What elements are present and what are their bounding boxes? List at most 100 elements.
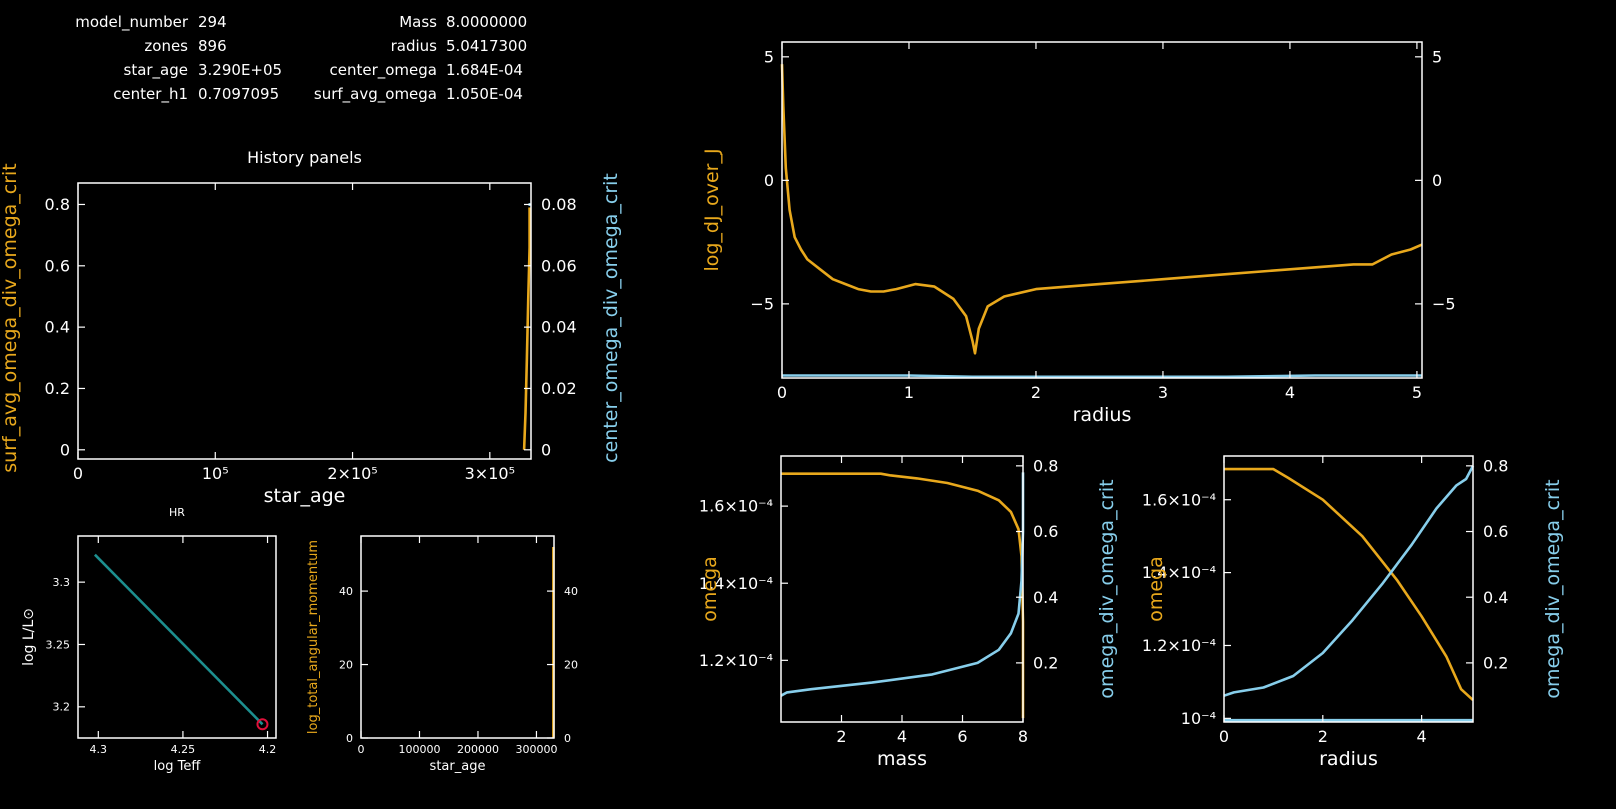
omega-radius-y2label: omega_div_omega_crit xyxy=(1542,479,1564,698)
center-h1-value: 0.7097095 xyxy=(198,85,280,103)
omega_radius-ytick-label: 1.2×10⁻⁴ xyxy=(1142,636,1216,655)
radius-label: radius xyxy=(390,37,437,55)
history-ytick-label: 0.4 xyxy=(45,318,70,337)
history-title: History panels xyxy=(247,148,362,167)
omega-mass-ylabel: omega xyxy=(699,556,721,622)
history-xtick-label: 0 xyxy=(73,464,83,483)
omega_radius-ytick-label: 10⁻⁴ xyxy=(1181,709,1216,728)
hr-title: HR xyxy=(169,506,185,519)
omega_mass-xtick-label: 8 xyxy=(1018,727,1028,746)
omega_mass-chart: 2 4 6 8 1.2×10⁻⁴ 1.4×10⁻⁴ 1.6×10⁻⁴ 0.2 0.4 0.6 0.8… xyxy=(699,455,1058,770)
omega_radius-ytick-label: 1.6×10⁻⁴ xyxy=(1142,490,1216,509)
zones-label: zones xyxy=(144,37,188,55)
history-y2tick-label: 0.02 xyxy=(541,379,577,398)
djj-ylabel: log_dJ_over_J xyxy=(701,148,723,271)
angmom-ytick-label: 0 xyxy=(346,732,353,745)
hr-xtick-label: 4.25 xyxy=(171,743,196,756)
history-xlabel: star_age xyxy=(264,485,346,507)
hr-xlabel: log Teff xyxy=(154,759,202,774)
djj-y2tick-label: −5 xyxy=(1432,294,1456,313)
djj-xtick-label: 2 xyxy=(1031,383,1041,402)
model-number-value: 294 xyxy=(198,13,227,31)
hr-ylabel: log L/L⊙ xyxy=(21,608,37,666)
history-xtick-label: 3×10⁵ xyxy=(465,464,515,483)
center-omega-label: center_omega xyxy=(329,61,438,79)
hr-ytick-label: 3.2 xyxy=(53,701,71,714)
hr-ytick-label: 3.25 xyxy=(46,638,71,651)
omega_mass-xtick-label: 4 xyxy=(897,727,907,746)
omega_mass-ytick-label: 1.4×10⁻⁴ xyxy=(699,574,773,593)
omega_mass-y2tick-label: 0.8 xyxy=(1033,456,1058,475)
omega_mass-y2tick-label: 0.6 xyxy=(1033,522,1058,541)
djj-y2tick-label: 0 xyxy=(1432,171,1442,190)
angmom-y2tick-label: 0 xyxy=(564,732,571,745)
history-ytick-label: 0.8 xyxy=(45,195,70,214)
omega_mass-ytick-label: 1.6×10⁻⁴ xyxy=(699,497,773,516)
djj-chart: 0 1 2 3 4 5 5 0 −5 5 0 −5 radius xyxy=(750,41,1456,426)
djj-series-0-line xyxy=(780,64,1423,355)
omega_mass-ytick-label: 1.2×10⁻⁴ xyxy=(699,651,773,670)
omega_mass-series-1-line xyxy=(780,472,1025,697)
surf-avg-omega-label: surf_avg_omega xyxy=(313,85,437,103)
djj-series-1-line xyxy=(782,374,1422,379)
angmom-xtick-label: 100000 xyxy=(398,743,440,756)
djj-y2tick-label: 5 xyxy=(1432,47,1442,66)
omega_radius-series-1-line xyxy=(1223,465,1475,697)
omega_radius-chart: 0 2 4 10⁻⁴ 1.2×10⁻⁴ 1.4×10⁻⁴ 1.6×10⁻⁴ 0.2 0.4 0.6… xyxy=(1142,455,1508,770)
omega_mass-xtick-label: 6 xyxy=(957,727,967,746)
history-ytick-label: 0 xyxy=(60,440,70,459)
omega_mass-y2tick-label: 0.2 xyxy=(1033,653,1058,672)
omega_radius-y2tick-label: 0.8 xyxy=(1483,456,1508,475)
omega_mass-xlabel: mass xyxy=(877,748,927,770)
hr-xtick-label: 4.3 xyxy=(90,743,108,756)
mass-value: 8.0000000 xyxy=(446,13,528,31)
angmom-xlabel: star_age xyxy=(430,759,486,774)
omega_radius-y2tick-label: 0.4 xyxy=(1483,588,1508,607)
zones-value: 896 xyxy=(198,37,227,55)
history-y2tick-label: 0.08 xyxy=(541,195,577,214)
history-y2label: center_omega_div_omega_crit xyxy=(600,173,622,463)
history-xtick-label: 2×10⁵ xyxy=(327,464,377,483)
angmom-y2tick-label: 20 xyxy=(564,658,578,671)
omega_radius-xtick-label: 0 xyxy=(1219,727,1229,746)
omega_mass-y2tick-label: 0.4 xyxy=(1033,588,1058,607)
djj-ytick-label: −5 xyxy=(750,294,774,313)
angmom-frame xyxy=(360,535,555,739)
history-ylabel: surf_avg_omega_div_omega_crit xyxy=(0,163,21,473)
omega_radius-ytick-label: 1.4×10⁻⁴ xyxy=(1142,563,1216,582)
history-ytick-label: 0.6 xyxy=(45,256,70,275)
djj-ytick-label: 5 xyxy=(764,47,774,66)
djj-xlabel: radius xyxy=(1073,404,1132,426)
history-y2tick-label: 0.06 xyxy=(541,256,577,275)
hr-current-marker xyxy=(256,718,269,731)
history-series-0-line xyxy=(522,207,531,450)
angmom-xtick-label: 300000 xyxy=(515,743,557,756)
model-number-label: model_number xyxy=(75,13,188,31)
history-frame xyxy=(77,182,532,460)
angmom-xtick-label: 0 xyxy=(358,743,365,756)
angmom-ytick-label: 20 xyxy=(339,658,353,671)
omega_mass-series-0-line xyxy=(781,472,1025,719)
angmom-xtick-label: 200000 xyxy=(457,743,499,756)
omega_radius-series-0-line xyxy=(1224,467,1474,702)
history-y2tick-label: 0.04 xyxy=(541,318,577,337)
hr-chart: 4.3 4.25 4.2 3.2 3.25 3.3 HR log Teff xyxy=(46,506,277,774)
angmom-y2tick-label: 40 xyxy=(564,585,578,598)
omega_radius-y2tick-label: 0.2 xyxy=(1483,653,1508,672)
history-chart: 0 10⁵ 2×10⁵ 3×10⁵ 0 0.2 0.4 0.6 0.8 0 0.02 0.04 0.06… xyxy=(45,148,577,507)
history-y2tick-label: 0 xyxy=(541,440,551,459)
hr-xtick-label: 4.2 xyxy=(259,743,277,756)
angmom-ytick-label: 40 xyxy=(339,585,353,598)
hr-frame xyxy=(77,535,277,739)
history-ytick-label: 0.2 xyxy=(45,379,70,398)
omega_radius-xlabel: radius xyxy=(1319,748,1378,770)
omega_radius-frame xyxy=(1223,455,1474,723)
center-omega-value: 1.684E-04 xyxy=(446,61,523,79)
djj-frame xyxy=(781,41,1423,379)
omega_radius-xtick-label: 4 xyxy=(1417,727,1427,746)
omega_radius-y2tick-label: 0.6 xyxy=(1483,522,1508,541)
djj-xtick-label: 0 xyxy=(777,383,787,402)
star-age-label: star_age xyxy=(123,61,189,79)
djj-xtick-label: 1 xyxy=(904,383,914,402)
